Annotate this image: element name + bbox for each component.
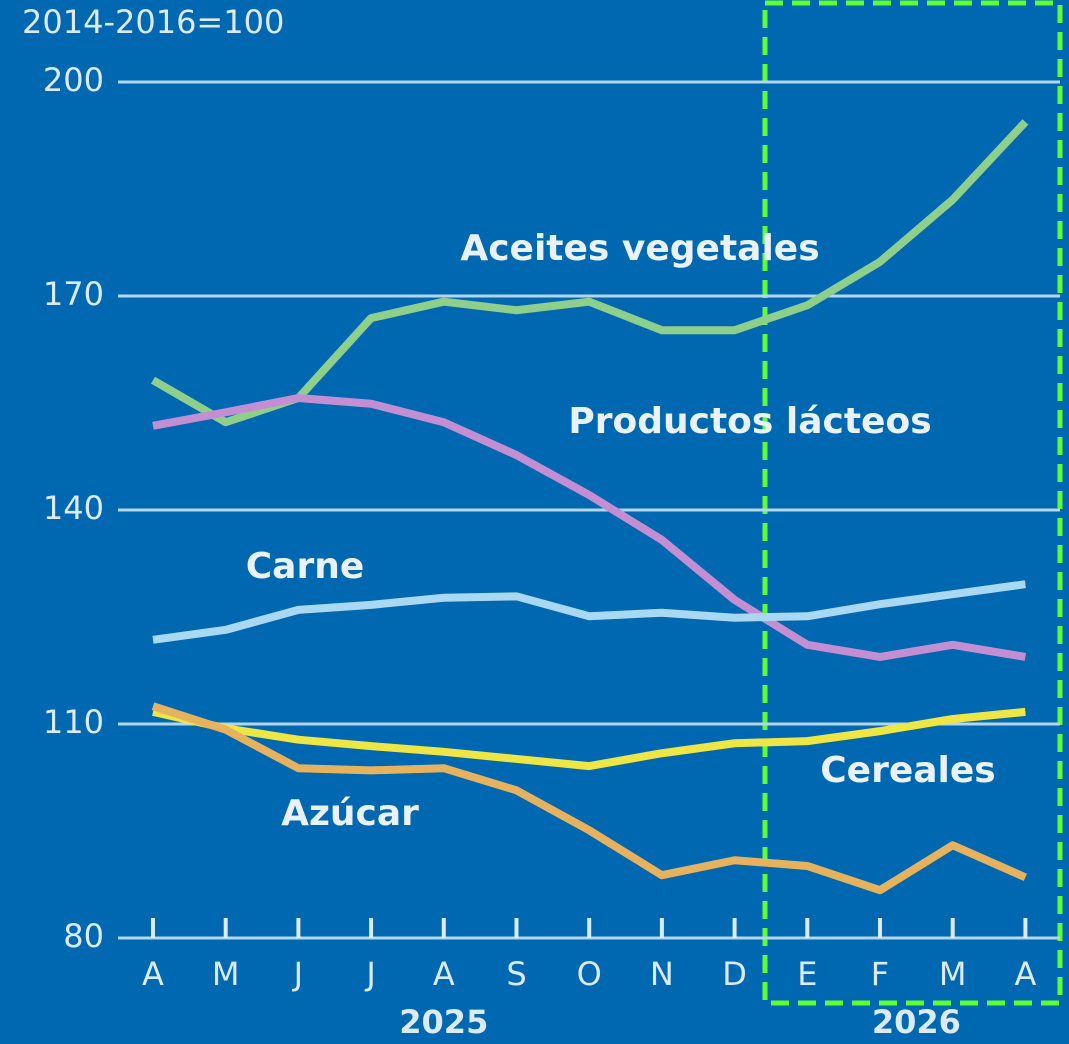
series-line [152,394,1027,661]
x-tick-label: A [1014,955,1036,993]
series-line [150,119,1029,427]
y-tick-label: 170 [43,275,104,313]
x-tick-label: F [871,955,889,993]
year-label: 2025 [399,1003,488,1041]
x-tick-label: E [797,955,817,993]
series-label: Azúcar [281,793,419,834]
y-tick-label: 200 [43,61,104,99]
x-tick-label: J [364,955,375,993]
x-tick-label: D [722,955,747,993]
unit-label: 2014-2016=100 [22,3,284,41]
highlight-box [762,0,1063,1006]
y-tick-label: 140 [43,489,104,527]
series-label: Carne [246,546,365,587]
y-tick-label: 110 [43,703,104,741]
x-tick-label: A [142,955,164,993]
x-tick-label: O [577,955,602,993]
x-tick-label: S [506,955,526,993]
x-tick-label: J [292,955,303,993]
series-label: Cereales [820,750,995,791]
x-tick-label: M [212,955,240,993]
y-tick-label: 80 [63,917,104,955]
series-line [152,580,1026,644]
series-label: Aceites vegetales [460,228,819,269]
x-tick-label: A [433,955,455,993]
series-label: Productos lácteos [568,401,931,442]
year-label: 2026 [872,1003,961,1041]
x-tick-label: M [939,955,967,993]
series-line [151,702,1028,895]
x-tick-label: N [650,955,674,993]
series-line [152,707,1026,771]
